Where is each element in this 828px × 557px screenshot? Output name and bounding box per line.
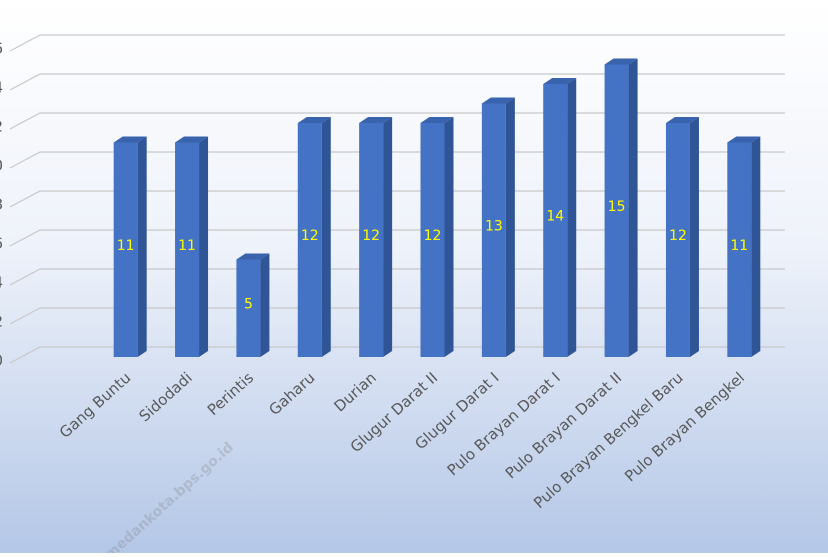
- data-label: 11: [117, 238, 135, 254]
- grid-line: [9, 73, 785, 91]
- bar-top: [236, 253, 270, 260]
- bar-side: [628, 58, 638, 357]
- bar: [604, 64, 629, 357]
- bar: [665, 123, 690, 357]
- data-label: 11: [730, 238, 748, 254]
- grid-line: [9, 190, 785, 208]
- data-label: 14: [546, 209, 564, 225]
- bar-side: [689, 117, 699, 357]
- bar-top: [543, 78, 577, 84]
- bar-top: [113, 136, 147, 143]
- bar-side: [137, 136, 147, 357]
- bar: [481, 103, 506, 357]
- y-tick-label: 10: [0, 157, 3, 175]
- y-tick-label: 0: [0, 352, 3, 370]
- y-tick-label: 12: [0, 118, 3, 136]
- bar-top: [297, 117, 331, 123]
- bar-side: [260, 253, 270, 357]
- bar-side: [751, 136, 761, 357]
- data-label: 5: [244, 296, 253, 312]
- y-tick-label: 6: [0, 235, 3, 253]
- data-label: 12: [362, 228, 380, 244]
- bar-side: [383, 117, 393, 357]
- bar-top: [665, 117, 699, 123]
- bar-top: [359, 117, 393, 123]
- bar: [727, 142, 752, 357]
- bar-top: [175, 136, 209, 143]
- data-label: 12: [301, 228, 319, 244]
- y-tick-label: 8: [0, 196, 3, 214]
- grid-line: [9, 346, 785, 364]
- y-tick-label: 2: [0, 313, 3, 331]
- data-label: 13: [485, 218, 503, 234]
- bar-side: [321, 117, 331, 357]
- y-tick-label: 16: [0, 40, 3, 58]
- data-label: 15: [608, 199, 626, 215]
- bar-top: [420, 117, 454, 123]
- data-label: 12: [669, 228, 687, 244]
- bar-top: [727, 136, 761, 143]
- bar-top: [481, 97, 515, 104]
- bar-side: [567, 78, 577, 357]
- bar: [420, 123, 445, 357]
- bar: [236, 259, 261, 357]
- grid-line: [9, 112, 785, 130]
- y-tick-label: 4: [0, 274, 3, 292]
- bar: [297, 123, 322, 357]
- bar-top: [604, 58, 638, 65]
- bar-side: [505, 97, 515, 357]
- grid-line: [9, 34, 785, 52]
- bar: [175, 142, 200, 357]
- data-label: 12: [424, 228, 442, 244]
- bar: [359, 123, 384, 357]
- bar: [113, 142, 138, 357]
- y-tick-label: 14: [0, 79, 3, 97]
- grid-line: [9, 229, 785, 247]
- bar: [543, 84, 568, 357]
- bar-side: [199, 136, 209, 357]
- bar-side: [444, 117, 454, 357]
- grid-line: [9, 268, 785, 286]
- grid-line: [9, 307, 785, 325]
- data-label: 11: [178, 238, 196, 254]
- grid-line: [9, 151, 785, 169]
